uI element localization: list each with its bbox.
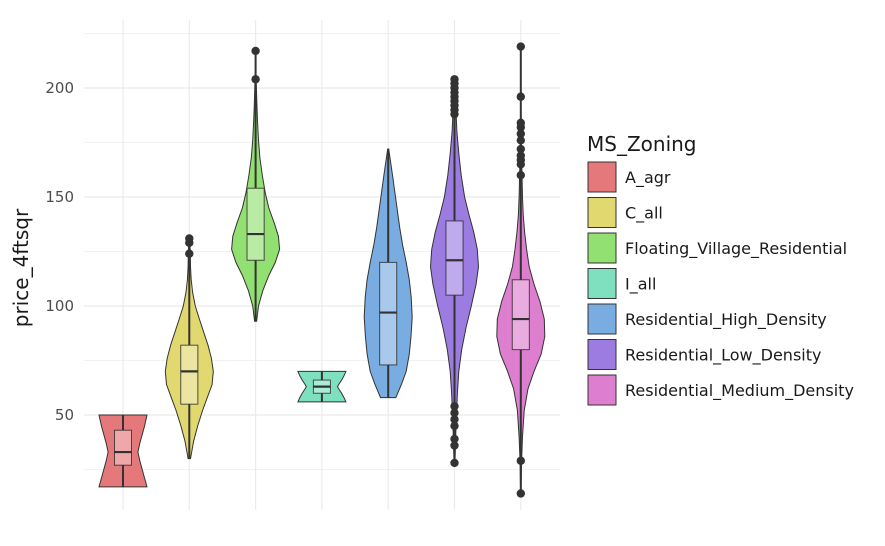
legend-swatch-Residential_Low_Density xyxy=(587,339,617,370)
outlier-point xyxy=(450,458,459,468)
legend-title: MS_Zoning xyxy=(587,132,697,156)
legend-swatch-Floating_Village_Residential xyxy=(587,232,617,264)
outlier-point xyxy=(450,109,459,119)
outlier-point xyxy=(450,434,459,444)
legend-label: Residential_Low_Density xyxy=(625,346,821,366)
outlier-point xyxy=(516,92,525,101)
outlier-point xyxy=(450,441,459,450)
outlier-point xyxy=(251,75,260,84)
outlier-point xyxy=(450,415,459,424)
outlier-point xyxy=(185,249,194,258)
outlier-point xyxy=(516,136,525,145)
box-tint xyxy=(114,430,132,466)
legend-label: Residential_High_Density xyxy=(625,310,827,330)
box-Floating_Village_Residential xyxy=(246,187,265,261)
box-tint xyxy=(247,188,265,261)
y-axis-ticks: 50 100 150 200 xyxy=(45,79,74,424)
y-tick-label: 200 xyxy=(45,79,74,97)
outlier-point xyxy=(450,421,459,431)
box-C_all xyxy=(180,344,199,405)
outlier-point xyxy=(185,234,194,243)
y-tick-label: 100 xyxy=(45,297,74,315)
outlier-point xyxy=(516,42,525,51)
outlier-point xyxy=(450,402,459,411)
outlier-point xyxy=(516,160,525,169)
legend: MS_Zoning A_agr C_all Floating_Village_Res… xyxy=(587,132,854,406)
legend-swatch-A_agr xyxy=(587,161,617,193)
y-tick-label: 50 xyxy=(55,406,74,424)
outlier-point xyxy=(516,489,525,498)
legend-label: A_agr xyxy=(625,168,671,188)
legend-label: C_all xyxy=(625,204,663,224)
grid-lines xyxy=(84,20,560,510)
y-tick-label: 150 xyxy=(45,188,74,206)
legend-swatch-Residential_High_Density xyxy=(587,303,617,335)
legend-swatch-I_all xyxy=(587,268,617,299)
y-axis-label: price_4ftsqr xyxy=(9,208,33,327)
box-tint xyxy=(446,220,463,296)
box-A_agr xyxy=(114,429,132,466)
outlier-point xyxy=(516,123,525,132)
outlier-point xyxy=(251,46,260,56)
outlier-point xyxy=(516,129,525,138)
outlier-point xyxy=(516,144,525,154)
legend-label: Floating_Village_Residential xyxy=(625,239,847,259)
legend-label: I_all xyxy=(625,275,656,295)
outlier-point xyxy=(450,408,459,418)
legend-label: Residential_Medium_Density xyxy=(625,381,854,401)
box-tint xyxy=(180,345,198,405)
box-Residential_Low_Density xyxy=(445,220,464,296)
box-layer xyxy=(114,42,530,498)
legend-swatch-Residential_Medium_Density xyxy=(587,374,617,406)
box-Residential_Medium_Density xyxy=(511,279,530,351)
box-tint xyxy=(512,279,530,350)
outlier-point xyxy=(516,171,525,180)
outlier-point xyxy=(516,456,525,465)
legend-swatch-C_all xyxy=(587,197,617,228)
